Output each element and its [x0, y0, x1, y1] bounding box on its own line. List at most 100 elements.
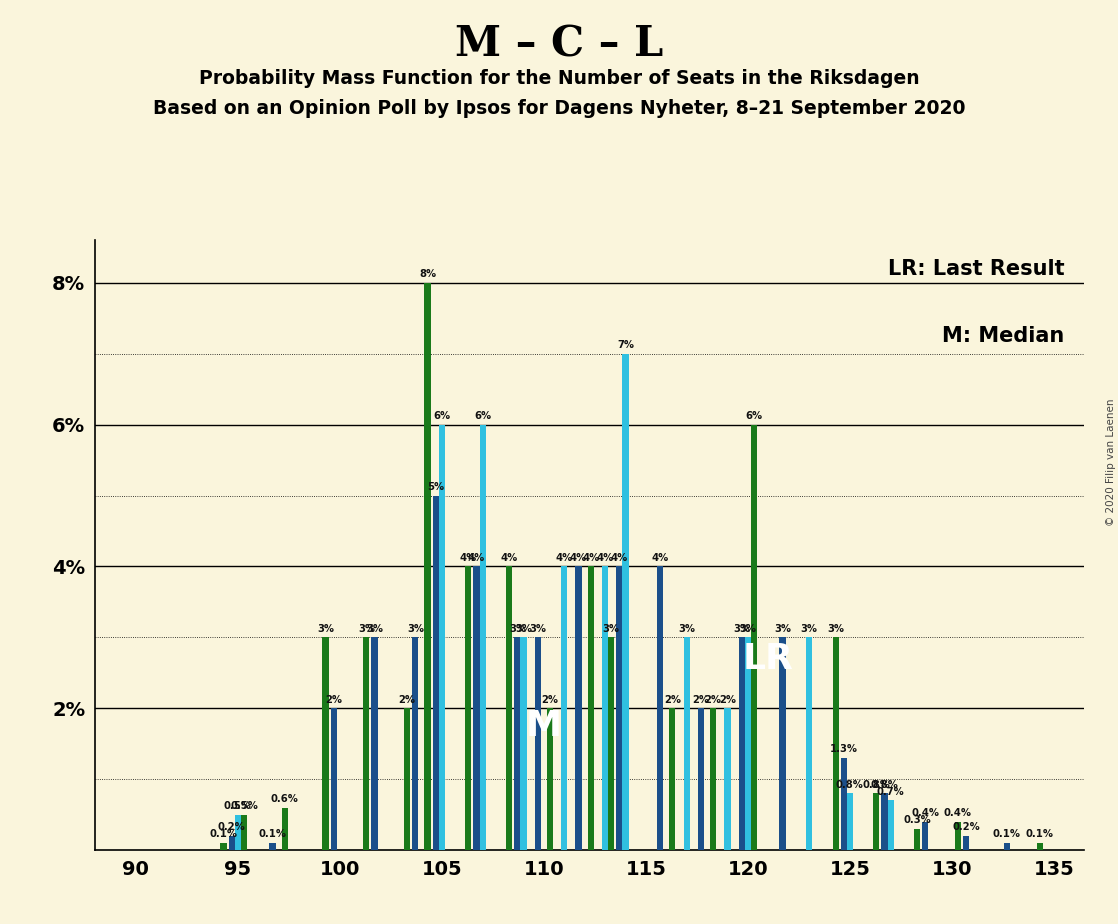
Text: Probability Mass Function for the Number of Seats in the Riksdagen: Probability Mass Function for the Number… [199, 69, 919, 89]
Bar [588, 566, 594, 850]
Text: 2%: 2% [704, 695, 721, 705]
Text: 4%: 4% [459, 553, 477, 563]
Text: 1.3%: 1.3% [830, 745, 858, 754]
Text: 0.2%: 0.2% [953, 822, 980, 833]
Text: 0.1%: 0.1% [258, 830, 286, 839]
Text: 0.5%: 0.5% [224, 801, 252, 811]
Bar [963, 836, 969, 850]
Text: 3%: 3% [603, 624, 619, 634]
Bar [473, 566, 480, 850]
Bar [888, 800, 893, 850]
Bar [846, 794, 853, 850]
Bar [955, 821, 961, 850]
Bar [710, 709, 717, 850]
Text: 2%: 2% [399, 695, 416, 705]
Text: © 2020 Filip van Laenen: © 2020 Filip van Laenen [1106, 398, 1116, 526]
Text: 0.4%: 0.4% [944, 808, 972, 818]
Bar [806, 638, 812, 850]
Text: 2%: 2% [719, 695, 736, 705]
Bar [608, 638, 614, 850]
Text: 0.5%: 0.5% [230, 801, 258, 811]
Bar [751, 425, 757, 850]
Bar [506, 566, 512, 850]
Bar [480, 425, 485, 850]
Text: M: M [525, 709, 562, 743]
Text: 0.7%: 0.7% [877, 787, 904, 796]
Bar [922, 821, 928, 850]
Bar [724, 709, 730, 850]
Text: 6%: 6% [474, 411, 491, 421]
Text: 6%: 6% [746, 411, 762, 421]
Bar [269, 843, 275, 850]
Text: 2%: 2% [541, 695, 559, 705]
Text: 3%: 3% [515, 624, 532, 634]
Text: 4%: 4% [501, 553, 518, 563]
Bar [873, 794, 880, 850]
Text: 3%: 3% [739, 624, 757, 634]
Bar [779, 638, 786, 850]
Bar [282, 808, 287, 850]
Text: 3%: 3% [407, 624, 424, 634]
Bar [433, 495, 438, 850]
Bar [670, 709, 675, 850]
Text: 4%: 4% [468, 553, 485, 563]
Bar [739, 638, 745, 850]
Bar [220, 843, 227, 850]
Bar [1036, 843, 1043, 850]
Bar [235, 815, 240, 850]
Text: 8%: 8% [419, 269, 436, 279]
Text: 4%: 4% [582, 553, 599, 563]
Bar [240, 815, 247, 850]
Bar [881, 794, 888, 850]
Text: 0.3%: 0.3% [903, 815, 931, 825]
Text: 2%: 2% [325, 695, 342, 705]
Text: 7%: 7% [617, 340, 634, 350]
Text: M: Median: M: Median [942, 325, 1064, 346]
Bar [1004, 843, 1010, 850]
Text: 3%: 3% [800, 624, 817, 634]
Bar [371, 638, 378, 850]
Text: 0.1%: 0.1% [1025, 830, 1053, 839]
Text: 4%: 4% [596, 553, 614, 563]
Bar [841, 758, 846, 850]
Text: 4%: 4% [610, 553, 628, 563]
Bar [322, 638, 329, 850]
Bar [601, 566, 608, 850]
Text: 6%: 6% [434, 411, 451, 421]
Bar [229, 836, 235, 850]
Text: 0.1%: 0.1% [993, 830, 1021, 839]
Bar [404, 709, 410, 850]
Text: 3%: 3% [827, 624, 844, 634]
Text: LR: Last Result: LR: Last Result [888, 259, 1064, 278]
Bar [520, 638, 527, 850]
Text: 0.8%: 0.8% [836, 780, 864, 790]
Text: 3%: 3% [366, 624, 383, 634]
Text: 3%: 3% [318, 624, 334, 634]
Text: 0.6%: 0.6% [271, 794, 299, 804]
Text: LR: LR [742, 641, 794, 675]
Text: 4%: 4% [556, 553, 572, 563]
Text: 2%: 2% [692, 695, 710, 705]
Bar [363, 638, 369, 850]
Text: 3%: 3% [509, 624, 525, 634]
Text: 3%: 3% [358, 624, 375, 634]
Text: 3%: 3% [733, 624, 750, 634]
Bar [683, 638, 690, 850]
Bar [698, 709, 704, 850]
Text: 0.2%: 0.2% [218, 822, 246, 833]
Text: 0.8%: 0.8% [862, 780, 890, 790]
Text: 2%: 2% [664, 695, 681, 705]
Bar [547, 709, 553, 850]
Text: 4%: 4% [570, 553, 587, 563]
Bar [833, 638, 838, 850]
Text: 0.1%: 0.1% [209, 830, 237, 839]
Text: 4%: 4% [652, 553, 669, 563]
Bar [534, 638, 541, 850]
Text: M – C – L: M – C – L [455, 23, 663, 65]
Text: 3%: 3% [774, 624, 792, 634]
Bar [438, 425, 445, 850]
Bar [465, 566, 472, 850]
Text: Based on an Opinion Poll by Ipsos for Dagens Nyheter, 8–21 September 2020: Based on an Opinion Poll by Ipsos for Da… [153, 99, 965, 118]
Text: 5%: 5% [427, 482, 444, 492]
Bar [745, 638, 751, 850]
